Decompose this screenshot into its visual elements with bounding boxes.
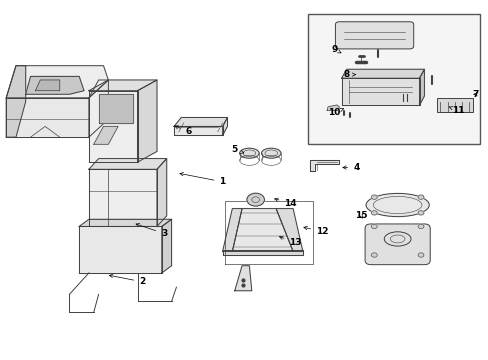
Bar bbox=[307, 14, 479, 144]
Polygon shape bbox=[89, 80, 108, 137]
Text: 4: 4 bbox=[342, 163, 359, 172]
Text: 14: 14 bbox=[274, 198, 296, 208]
Text: 11: 11 bbox=[448, 106, 464, 115]
FancyBboxPatch shape bbox=[335, 22, 413, 49]
Circle shape bbox=[371, 224, 376, 229]
Circle shape bbox=[371, 211, 376, 215]
Text: 15: 15 bbox=[354, 211, 366, 220]
Text: 10: 10 bbox=[327, 108, 343, 117]
Circle shape bbox=[417, 253, 423, 257]
Text: 7: 7 bbox=[471, 90, 478, 99]
Polygon shape bbox=[174, 126, 222, 135]
Polygon shape bbox=[35, 80, 60, 91]
Polygon shape bbox=[222, 208, 242, 251]
Polygon shape bbox=[26, 76, 84, 94]
Circle shape bbox=[417, 195, 423, 199]
Text: 2: 2 bbox=[109, 274, 145, 286]
Polygon shape bbox=[6, 66, 26, 137]
Polygon shape bbox=[341, 78, 419, 105]
Text: 9: 9 bbox=[330, 45, 340, 54]
Circle shape bbox=[246, 193, 264, 206]
Ellipse shape bbox=[261, 148, 281, 158]
Ellipse shape bbox=[239, 148, 259, 158]
Text: 3: 3 bbox=[136, 224, 167, 238]
Text: 6: 6 bbox=[175, 126, 191, 136]
Circle shape bbox=[417, 211, 423, 215]
Polygon shape bbox=[222, 249, 302, 255]
Text: 13: 13 bbox=[279, 236, 301, 247]
Polygon shape bbox=[89, 91, 137, 162]
Polygon shape bbox=[79, 226, 162, 273]
Polygon shape bbox=[157, 158, 166, 226]
Polygon shape bbox=[222, 117, 227, 135]
Polygon shape bbox=[276, 208, 302, 251]
Polygon shape bbox=[137, 80, 157, 162]
Bar bbox=[436, 98, 472, 112]
Ellipse shape bbox=[366, 193, 428, 217]
Polygon shape bbox=[89, 169, 157, 226]
Polygon shape bbox=[174, 117, 227, 126]
Polygon shape bbox=[89, 80, 157, 91]
Polygon shape bbox=[232, 208, 292, 251]
Polygon shape bbox=[326, 105, 339, 111]
Circle shape bbox=[417, 224, 423, 229]
FancyBboxPatch shape bbox=[365, 224, 429, 265]
Polygon shape bbox=[6, 66, 108, 98]
Polygon shape bbox=[309, 160, 339, 171]
Polygon shape bbox=[162, 219, 171, 273]
Polygon shape bbox=[89, 158, 166, 169]
Text: 8: 8 bbox=[343, 70, 355, 79]
Polygon shape bbox=[6, 98, 89, 137]
Text: 12: 12 bbox=[303, 226, 328, 236]
Text: 1: 1 bbox=[180, 172, 225, 186]
Polygon shape bbox=[94, 126, 118, 144]
Text: 5: 5 bbox=[231, 145, 244, 154]
Polygon shape bbox=[341, 69, 424, 78]
Polygon shape bbox=[79, 219, 171, 226]
Circle shape bbox=[371, 195, 376, 199]
Polygon shape bbox=[419, 69, 424, 105]
Circle shape bbox=[371, 253, 376, 257]
Polygon shape bbox=[99, 94, 132, 123]
Polygon shape bbox=[234, 266, 251, 291]
